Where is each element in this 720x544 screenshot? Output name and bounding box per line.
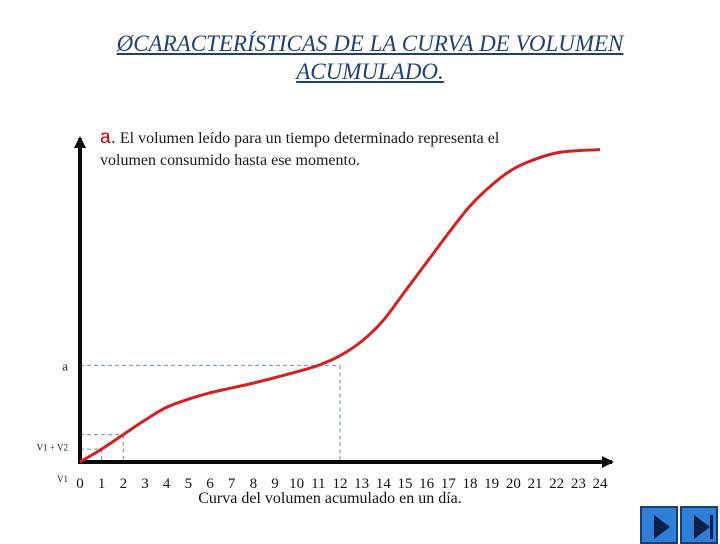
x-tick-label: 23 [571,476,586,492]
y-label: V1 [57,474,68,484]
x-tick-label: 16 [419,476,435,492]
note-body: El volumen leído para un tiempo determin… [100,130,500,169]
next-icon [694,515,710,539]
x-tick-label: 12 [333,476,348,492]
x-tick-label: 21 [528,476,543,492]
note-text: a. El volumen leído para un tiempo deter… [100,127,540,172]
x-tick-label: 13 [354,476,369,492]
x-tick-label: 14 [376,476,392,492]
x-tick-label: 1 [98,476,106,492]
x-tick-label: 3 [141,476,149,492]
x-tick-label: 2 [120,476,128,492]
x-tick-label: 22 [549,476,564,492]
x-tick-label: 15 [398,476,413,492]
x-tick-label: 7 [228,476,236,492]
note-lead: a. [100,127,116,148]
next-slide-button[interactable] [680,506,718,544]
x-tick-label: 24 [593,476,609,492]
x-axis-caption: Curva del volumen acumulado en un día. [198,490,462,507]
x-tick-label: 19 [484,476,499,492]
x-tick-label: 20 [506,476,521,492]
x-tick-label: 6 [206,476,214,492]
x-tick-label: 9 [271,476,279,492]
y-label: V1 + V2 [37,443,68,453]
x-tick-label: 18 [463,476,478,492]
x-tick-label: 11 [311,476,325,492]
slide-title: ØCARACTERÍSTICAS DE LA CURVA DE VOLUMEN … [116,31,624,84]
next-bar [710,515,713,539]
series-line [79,148,601,464]
play-button[interactable] [640,506,678,544]
play-icon [654,515,670,539]
x-tick-label: 5 [185,476,193,492]
x-tick-label: 8 [250,476,258,492]
x-tick-label: 17 [441,476,457,492]
x-tick-label: 10 [289,476,304,492]
x-tick-label: 4 [163,476,171,492]
x-tick-label: 0 [76,476,84,492]
y-label: a [62,358,68,373]
